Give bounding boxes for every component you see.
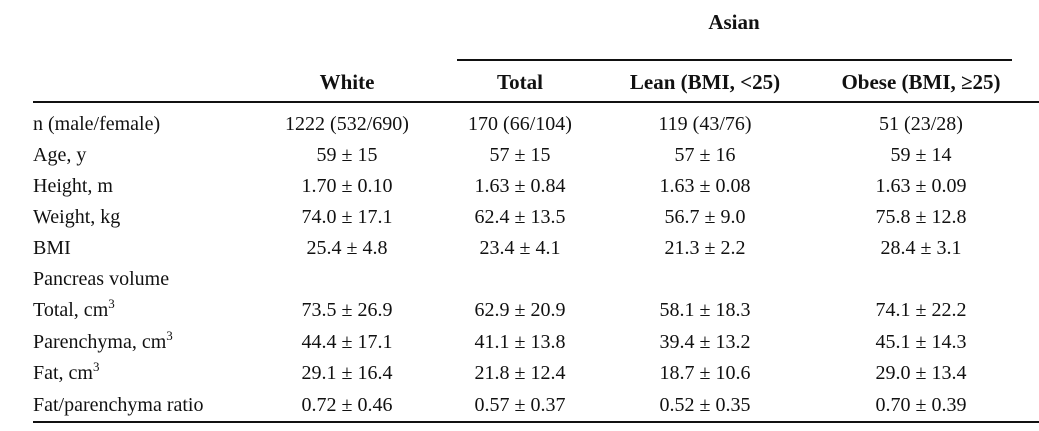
cell-total: 41.1 ± 13.8 bbox=[474, 331, 566, 353]
cell-white: 73.5 ± 26.9 bbox=[301, 299, 393, 321]
cell-lean: 58.1 ± 18.3 bbox=[659, 299, 751, 321]
column-header-total: Total bbox=[497, 70, 543, 94]
table-row: Age, y 59 ± 15 57 ± 15 57 ± 16 59 ± 14 bbox=[0, 140, 1039, 171]
cell-white: 0.72 ± 0.46 bbox=[301, 394, 393, 416]
cell-total: 62.4 ± 13.5 bbox=[474, 206, 566, 228]
row-label-text: Height, m bbox=[33, 175, 113, 197]
cell-total: 1.63 ± 0.84 bbox=[474, 175, 566, 197]
row-label-text: BMI bbox=[33, 237, 71, 259]
cell-total: 170 (66/104) bbox=[468, 113, 572, 135]
row-label: n (male/female) bbox=[33, 109, 160, 140]
cell-lean: 119 (43/76) bbox=[658, 113, 752, 135]
cell-obese: 51 (23/28) bbox=[879, 113, 963, 135]
row-label-text: Weight, kg bbox=[33, 206, 121, 228]
cell-lean: 1.63 ± 0.08 bbox=[659, 175, 751, 197]
cell-white: 59 ± 15 bbox=[316, 144, 378, 166]
unit-superscript: 3 bbox=[108, 296, 115, 311]
column-header-lean: Lean (BMI, <25) bbox=[629, 70, 781, 94]
unit-superscript: 3 bbox=[93, 359, 100, 374]
cell-total: 0.57 ± 0.37 bbox=[474, 394, 566, 416]
row-label: Age, y bbox=[33, 140, 86, 171]
table-row: Height, m 1.70 ± 0.10 1.63 ± 0.84 1.63 ± 0.… bbox=[0, 171, 1039, 202]
cell-white: 1.70 ± 0.10 bbox=[301, 175, 393, 197]
cell-obese: 0.70 ± 0.39 bbox=[875, 394, 967, 416]
cell-total: 23.4 ± 4.1 bbox=[479, 237, 561, 259]
cell-lean: 39.4 ± 13.2 bbox=[659, 331, 751, 353]
cell-white: 29.1 ± 16.4 bbox=[301, 362, 393, 384]
table-row: Pancreas volume bbox=[0, 264, 1039, 295]
cell-obese: 74.1 ± 22.2 bbox=[875, 299, 967, 321]
cell-lean: 0.52 ± 0.35 bbox=[659, 394, 751, 416]
cell-lean: 57 ± 16 bbox=[674, 144, 736, 166]
row-label-text: Age, y bbox=[33, 144, 87, 166]
column-header-white: White bbox=[319, 70, 375, 94]
column-header-obese: Obese (BMI, ≥25) bbox=[841, 70, 1001, 94]
cell-lean: 18.7 ± 10.6 bbox=[659, 362, 751, 384]
row-label-text: Fat/parenchyma ratio bbox=[33, 394, 204, 416]
cell-obese: 1.63 ± 0.09 bbox=[875, 175, 967, 197]
row-label-text: Fat, cm bbox=[33, 362, 93, 384]
table-row: Weight, kg 74.0 ± 17.1 62.4 ± 13.5 56.7 ± 9… bbox=[0, 202, 1039, 233]
cell-white: 74.0 ± 17.1 bbox=[301, 206, 393, 228]
cell-total: 21.8 ± 12.4 bbox=[474, 362, 566, 384]
header-rule bbox=[33, 101, 1039, 103]
cell-lean: 56.7 ± 9.0 bbox=[664, 206, 746, 228]
row-label-text: Total, cm bbox=[33, 299, 109, 321]
cell-lean: 21.3 ± 2.2 bbox=[664, 237, 746, 259]
table-row: Fat, cm3 29.1 ± 16.4 21.8 ± 12.4 18.7 ± 10.… bbox=[0, 358, 1039, 389]
row-label-text: n (male/female) bbox=[33, 113, 161, 135]
cell-white: 25.4 ± 4.8 bbox=[306, 237, 388, 259]
asian-group-rule bbox=[457, 59, 1012, 61]
row-label: Fat, cm3 bbox=[33, 358, 100, 389]
cell-obese: 28.4 ± 3.1 bbox=[880, 237, 962, 259]
cell-obese: 29.0 ± 13.4 bbox=[875, 362, 967, 384]
row-label: Total, cm3 bbox=[33, 295, 115, 326]
row-label: Pancreas volume bbox=[33, 264, 169, 295]
cell-obese: 45.1 ± 14.3 bbox=[875, 331, 967, 353]
table-row: Parenchyma, cm3 44.4 ± 17.1 41.1 ± 13.8 39.… bbox=[0, 327, 1039, 358]
cell-total: 57 ± 15 bbox=[489, 144, 551, 166]
table-row: Total, cm3 73.5 ± 26.9 62.9 ± 20.9 58.1 ± 1… bbox=[0, 295, 1039, 326]
cell-obese: 75.8 ± 12.8 bbox=[875, 206, 967, 228]
row-label-text: Pancreas volume bbox=[33, 268, 170, 290]
unit-superscript: 3 bbox=[166, 328, 173, 343]
cell-obese: 59 ± 14 bbox=[890, 144, 952, 166]
cell-total: 62.9 ± 20.9 bbox=[474, 299, 566, 321]
cell-white: 44.4 ± 17.1 bbox=[301, 331, 393, 353]
bottom-rule bbox=[33, 421, 1039, 423]
row-label: Parenchyma, cm3 bbox=[33, 327, 173, 358]
group-header-asian: Asian bbox=[708, 10, 760, 34]
table-row: BMI 25.4 ± 4.8 23.4 ± 4.1 21.3 ± 2.2 28.4 ± … bbox=[0, 233, 1039, 264]
row-label: Weight, kg bbox=[33, 202, 120, 233]
row-label-text: Parenchyma, cm bbox=[33, 331, 167, 353]
table-row: n (male/female) 1222 (532/690) 170 (66/104… bbox=[0, 109, 1039, 140]
table-row: Fat/parenchyma ratio 0.72 ± 0.46 0.57 ± 0.… bbox=[0, 390, 1039, 421]
row-label: Fat/parenchyma ratio bbox=[33, 390, 204, 421]
row-label: Height, m bbox=[33, 171, 113, 202]
row-label: BMI bbox=[33, 233, 71, 264]
cell-white: 1222 (532/690) bbox=[285, 113, 409, 135]
